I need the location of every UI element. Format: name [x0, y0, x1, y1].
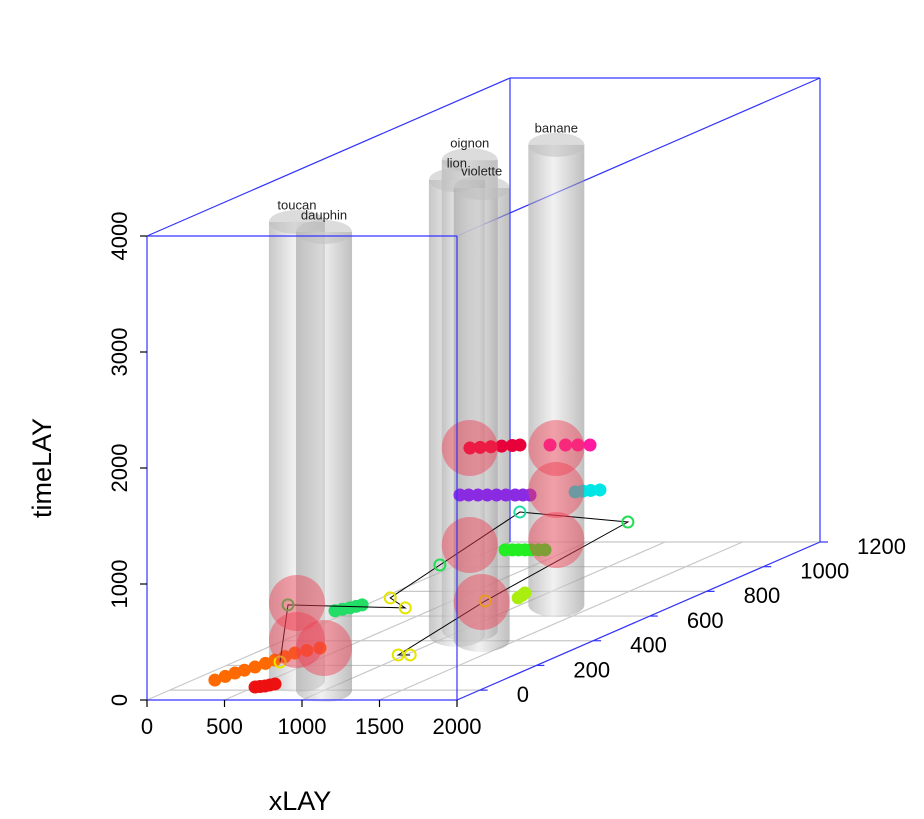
cylinder-top [296, 220, 353, 245]
point [281, 598, 295, 612]
z-tick-label: 1000 [107, 560, 132, 609]
cylinder-label: toucan [277, 197, 316, 212]
x-tick-label: 1000 [278, 714, 327, 739]
x-tick-label: 0 [141, 714, 153, 739]
sphere [268, 611, 325, 668]
x-tick-label: 500 [206, 714, 243, 739]
box-edge [456, 77, 821, 237]
sphere [296, 620, 353, 677]
point [518, 586, 532, 600]
x-tick-label: 1500 [355, 714, 404, 739]
sphere [528, 461, 585, 518]
cylinder-top [528, 132, 585, 157]
cylinder-label: lion [447, 155, 467, 170]
cylinder [296, 232, 353, 703]
y-tick-label: 0 [517, 682, 529, 707]
point [513, 505, 527, 519]
cylinder-label: banane [535, 120, 578, 135]
point [300, 643, 314, 657]
point [273, 655, 287, 669]
cylinder-label: violette [461, 163, 502, 178]
sphere [268, 574, 325, 631]
point [523, 488, 537, 502]
y-tick-label: 400 [630, 633, 667, 658]
point [538, 543, 552, 557]
cylinder-top [453, 175, 510, 200]
y-tick-label: 600 [687, 608, 724, 633]
point [583, 438, 597, 452]
point [288, 646, 302, 660]
point [478, 594, 492, 608]
point [398, 601, 412, 615]
cylinder [528, 144, 585, 617]
link-line [279, 511, 630, 663]
point [237, 663, 251, 677]
box-edge [146, 77, 511, 237]
box-edge [456, 541, 821, 701]
sphere [453, 573, 510, 630]
x-tick-label: 2000 [433, 714, 482, 739]
y-tick-label: 1000 [800, 559, 849, 584]
sphere [441, 516, 498, 573]
y-tick-label: 800 [744, 583, 781, 608]
cylinder [453, 187, 510, 653]
x-axis-title: xLAY [269, 786, 332, 816]
point [621, 515, 635, 529]
point [383, 591, 397, 605]
cylinder-top [441, 148, 498, 173]
cylinder-label: dauphin [301, 207, 347, 222]
cylinder-label: oignon [450, 136, 489, 151]
point [268, 677, 282, 691]
point [593, 483, 607, 497]
point [403, 648, 417, 662]
point [543, 438, 557, 452]
point [313, 641, 327, 655]
z-axis-title: timeLAY [27, 418, 57, 518]
point [433, 558, 447, 572]
z-tick-label: 0 [107, 694, 132, 706]
sphere [528, 420, 585, 477]
y-tick-label: 200 [573, 657, 610, 682]
sphere [528, 511, 585, 568]
z-tick-label: 3000 [107, 328, 132, 377]
sphere [441, 420, 498, 477]
z-tick-label: 2000 [107, 444, 132, 493]
y-tick-label: 1200 [857, 534, 906, 559]
point [355, 598, 369, 612]
point [513, 438, 527, 452]
z-tick-label: 4000 [107, 212, 132, 261]
grid-line [379, 541, 743, 701]
